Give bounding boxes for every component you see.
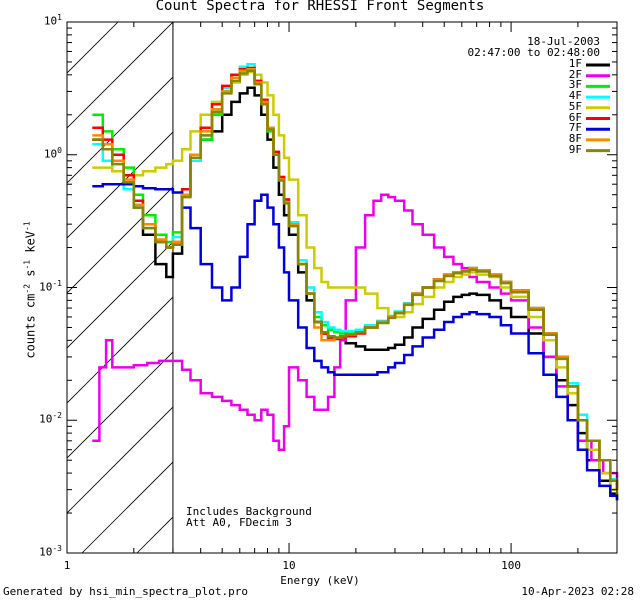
- hatch-line: [0, 0, 77, 553]
- hatch-line: [67, 22, 173, 129]
- hatch-line: [67, 186, 173, 294]
- legend-label-1F: 1F: [568, 57, 582, 70]
- y-axis-label: counts cm-2 s-1 keV-1: [22, 221, 38, 359]
- legend-label-5F: 5F: [568, 99, 582, 113]
- hatch-line: [67, 22, 119, 74]
- hatch-line: [67, 351, 173, 459]
- date-label: 18-Jul-2003: [527, 35, 600, 48]
- y-tick-label: 100: [43, 145, 62, 161]
- annotation-background: Includes Background: [186, 505, 312, 518]
- legend-label-3F: 3F: [568, 78, 582, 92]
- y-tick-label: 10-2: [39, 411, 62, 426]
- hatch-line: [67, 76, 173, 184]
- series-5F: [92, 70, 619, 501]
- legend-label-4F: 4F: [568, 89, 582, 103]
- hatch-line: [67, 406, 173, 514]
- legend-label-6F: 6F: [568, 110, 582, 124]
- series-9F: [92, 69, 619, 490]
- annotation-attenuator: Att A0, FDecim 3: [186, 516, 292, 529]
- y-tick-label: 10-3: [39, 544, 62, 559]
- series-7F: [92, 182, 619, 501]
- hatch-line: [67, 131, 173, 239]
- series-lines: [92, 63, 619, 501]
- chart-title: Count Spectra for RHESSI Front Segments: [155, 0, 485, 14]
- x-tick-label: 10: [282, 559, 296, 572]
- series-2F: [92, 193, 619, 481]
- legend-label-7F: 7F: [568, 121, 582, 135]
- legend-label-2F: 2F: [568, 67, 582, 81]
- footer-generated-by: Generated by hsi_min_spectra_plot.pro: [3, 585, 249, 598]
- excluded-energy-hatch: [0, 0, 174, 553]
- legend-swatches: [586, 63, 610, 153]
- hatch-line: [67, 241, 173, 349]
- x-tick-label: 1: [63, 559, 71, 572]
- y-tick-label: 10-1: [39, 278, 62, 294]
- y-tick-label: 101: [43, 13, 62, 28]
- x-axis-label: Energy (keV): [280, 574, 360, 587]
- x-tick-label: 100: [501, 559, 521, 572]
- footer-timestamp: 10-Apr-2023 02:28: [521, 585, 634, 598]
- hatch-line: [0, 0, 22, 553]
- time-range-label: 02:47:00 to 02:48:00: [467, 46, 600, 59]
- axis-ticks: [66, 22, 618, 554]
- legend-label-9F: 9F: [568, 142, 582, 156]
- hatch-lines: [0, 0, 173, 553]
- legend-label-8F: 8F: [568, 131, 582, 145]
